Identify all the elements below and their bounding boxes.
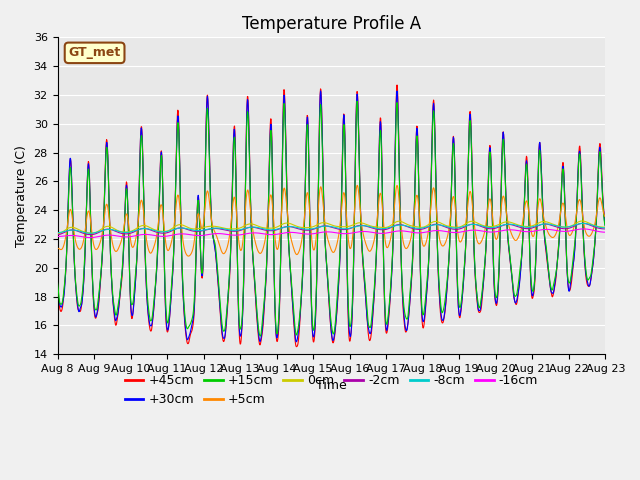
+30cm xyxy=(292,339,300,345)
+5cm xyxy=(237,248,245,253)
0cm xyxy=(54,231,61,237)
Line: +5cm: +5cm xyxy=(58,185,605,256)
+45cm xyxy=(292,344,300,349)
Line: -8cm: -8cm xyxy=(58,223,605,233)
Title: Temperature Profile A: Temperature Profile A xyxy=(242,15,421,33)
Line: -16cm: -16cm xyxy=(58,229,605,238)
0cm xyxy=(417,225,424,230)
Line: -2cm: -2cm xyxy=(58,223,605,235)
+30cm xyxy=(237,333,244,339)
-16cm xyxy=(602,229,609,235)
X-axis label: Time: Time xyxy=(316,379,347,393)
+30cm xyxy=(489,229,497,235)
+45cm xyxy=(537,156,545,162)
+5cm xyxy=(417,231,425,237)
-8cm xyxy=(176,225,184,231)
0cm xyxy=(162,228,170,234)
-16cm xyxy=(537,227,545,233)
-8cm xyxy=(488,225,496,230)
-16cm xyxy=(417,230,424,236)
+15cm xyxy=(257,333,264,339)
-8cm xyxy=(163,228,170,234)
-16cm xyxy=(163,233,170,239)
+15cm xyxy=(602,223,609,229)
+15cm xyxy=(175,148,183,154)
+5cm xyxy=(537,198,545,204)
0cm xyxy=(488,224,495,229)
-2cm xyxy=(417,227,424,232)
0cm xyxy=(536,219,544,225)
Line: +15cm: +15cm xyxy=(58,101,605,336)
-8cm xyxy=(537,222,545,228)
+15cm xyxy=(537,165,545,170)
+45cm xyxy=(162,318,170,324)
-2cm xyxy=(488,226,495,232)
-2cm xyxy=(579,220,587,226)
+45cm xyxy=(237,341,244,347)
+15cm xyxy=(54,280,61,286)
+5cm xyxy=(162,242,170,248)
+5cm xyxy=(175,199,183,204)
+30cm xyxy=(417,292,425,298)
Line: +45cm: +45cm xyxy=(58,85,605,347)
+30cm xyxy=(175,144,183,150)
+30cm xyxy=(162,314,170,320)
Line: 0cm: 0cm xyxy=(58,221,605,234)
-8cm xyxy=(237,227,245,232)
+5cm xyxy=(602,214,609,220)
Y-axis label: Temperature (C): Temperature (C) xyxy=(15,145,28,247)
0cm xyxy=(237,225,244,230)
0cm xyxy=(602,224,609,230)
-2cm xyxy=(162,230,170,236)
+30cm xyxy=(317,88,324,94)
0cm xyxy=(578,218,586,224)
+30cm xyxy=(537,156,545,162)
+45cm xyxy=(54,287,61,293)
+5cm xyxy=(489,214,497,219)
-16cm xyxy=(54,234,61,240)
-2cm xyxy=(536,222,544,228)
-16cm xyxy=(237,232,245,238)
-2cm xyxy=(237,228,244,233)
+45cm xyxy=(175,142,183,148)
+45cm xyxy=(417,295,425,300)
+15cm xyxy=(417,288,425,293)
+15cm xyxy=(353,98,361,104)
-2cm xyxy=(602,226,609,232)
-16cm xyxy=(488,229,496,235)
Text: GT_met: GT_met xyxy=(68,47,121,60)
+30cm xyxy=(54,287,61,292)
-16cm xyxy=(176,231,184,237)
-16cm xyxy=(86,235,93,240)
+30cm xyxy=(602,223,609,228)
+5cm xyxy=(54,245,61,251)
Legend: +45cm, +30cm, +15cm, +5cm, 0cm, -2cm, -8cm, -16cm: +45cm, +30cm, +15cm, +5cm, 0cm, -2cm, -8… xyxy=(120,369,543,411)
+15cm xyxy=(237,326,244,332)
-2cm xyxy=(175,225,183,231)
-8cm xyxy=(54,230,61,236)
+45cm xyxy=(393,82,401,88)
-8cm xyxy=(602,225,609,231)
+45cm xyxy=(489,228,497,234)
-8cm xyxy=(417,225,424,231)
Line: +30cm: +30cm xyxy=(58,91,605,342)
+5cm xyxy=(184,253,192,259)
+15cm xyxy=(162,306,170,312)
+45cm xyxy=(602,220,609,226)
+15cm xyxy=(489,225,497,231)
-8cm xyxy=(579,220,587,226)
0cm xyxy=(175,222,183,228)
-2cm xyxy=(54,232,61,238)
-8cm xyxy=(86,230,94,236)
-16cm xyxy=(580,226,588,232)
+5cm xyxy=(353,182,361,188)
